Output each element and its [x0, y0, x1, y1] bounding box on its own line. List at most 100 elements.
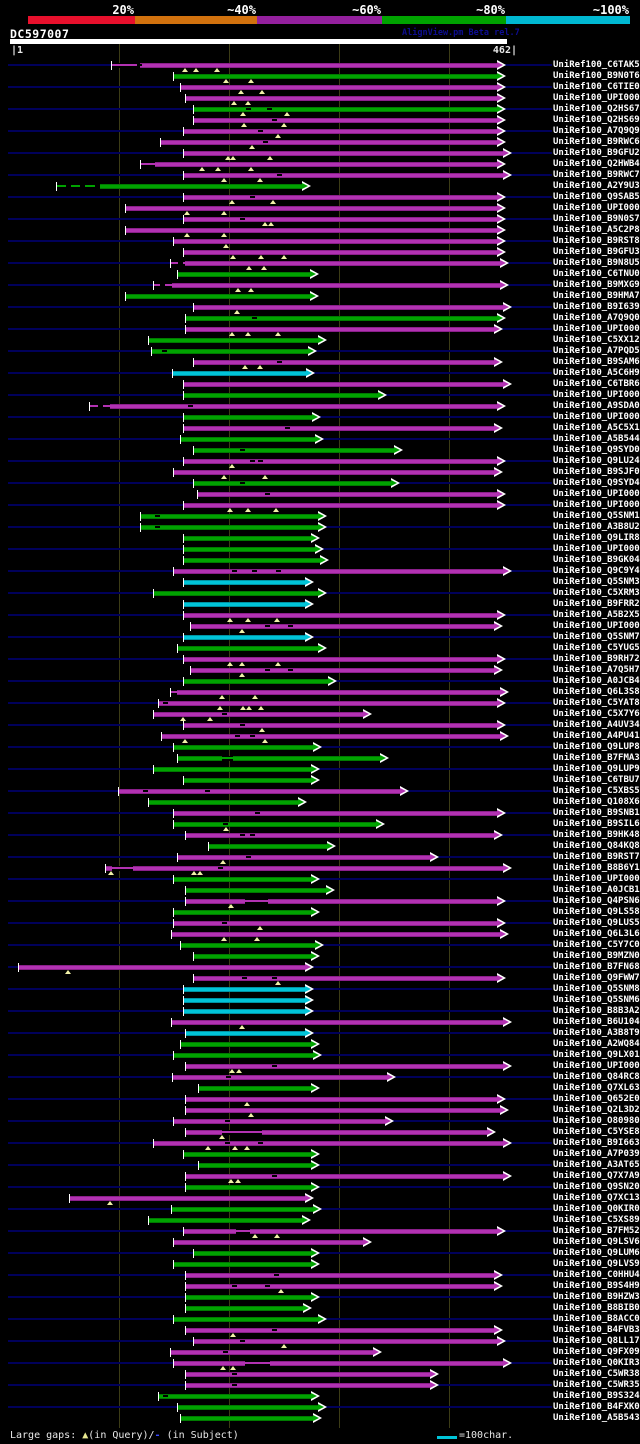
- hit-label[interactable]: UniRef100_Q0KIR3: [553, 1358, 640, 1368]
- hit-label[interactable]: UniRef100_Q9LUP8: [553, 742, 640, 752]
- hit-bar[interactable]: [174, 1361, 503, 1366]
- hit-bar[interactable]: [159, 1394, 311, 1399]
- hit-label[interactable]: UniRef100_B9RH72: [553, 654, 640, 664]
- hit-bar[interactable]: [152, 349, 308, 354]
- hit-label[interactable]: UniRef100_Q9SN20: [553, 1182, 640, 1192]
- hit-bar[interactable]: [174, 1262, 311, 1267]
- hit-bar[interactable]: [178, 646, 318, 651]
- hit-label[interactable]: UniRef100_Q9LX01: [553, 1050, 640, 1060]
- hit-bar[interactable]: [191, 668, 494, 673]
- hit-bar[interactable]: [154, 1141, 503, 1146]
- hit-label[interactable]: UniRef100_B6U104: [553, 1017, 640, 1027]
- hit-bar[interactable]: [184, 547, 315, 552]
- hit-label[interactable]: UniRef100_Q9LUS5: [553, 918, 640, 928]
- hit-bar[interactable]: [184, 657, 497, 662]
- hit-bar[interactable]: [186, 1185, 311, 1190]
- hit-bar[interactable]: [154, 767, 311, 772]
- hit-label[interactable]: UniRef100_C6TIE0: [553, 82, 640, 92]
- hit-bar[interactable]: [186, 1372, 430, 1377]
- hit-bar[interactable]: [191, 624, 494, 629]
- hit-label[interactable]: UniRef100_B9RWC6: [553, 137, 640, 147]
- hit-label[interactable]: UniRef100_C5YAT8: [553, 698, 640, 708]
- hit-bar[interactable]: [186, 1097, 497, 1102]
- hit-bar[interactable]: [184, 393, 378, 398]
- hit-bar[interactable]: [154, 712, 363, 717]
- hit-label[interactable]: UniRef100_Q9LUP9: [553, 764, 640, 774]
- hit-label[interactable]: UniRef100_C5WR38: [553, 1369, 640, 1379]
- hit-bar[interactable]: [141, 514, 318, 519]
- hit-label[interactable]: UniRef100_O80980: [553, 1116, 640, 1126]
- hit-bar[interactable]: [171, 1350, 373, 1355]
- hit-label[interactable]: UniRef100_Q9SYD0: [553, 445, 640, 455]
- hit-bar[interactable]: [174, 822, 376, 827]
- hit-label[interactable]: UniRef100_A5C5X1: [553, 423, 640, 433]
- hit-label[interactable]: UniRef100_B8ACC0: [553, 1314, 640, 1324]
- hit-bar[interactable]: [174, 569, 503, 574]
- hit-label[interactable]: UniRef100_C0HHU4: [553, 1270, 640, 1280]
- hit-bar[interactable]: [57, 184, 302, 189]
- hit-bar[interactable]: [162, 734, 500, 739]
- hit-label[interactable]: UniRef100_Q5SNM3: [553, 577, 640, 587]
- hit-bar[interactable]: [119, 789, 400, 794]
- hit-bar[interactable]: [186, 1108, 500, 1113]
- hit-bar[interactable]: [184, 987, 305, 992]
- hit-label[interactable]: UniRef100_B8B3A2: [553, 1006, 640, 1016]
- hit-label[interactable]: UniRef100_Q9SYD4: [553, 478, 640, 488]
- hit-bar[interactable]: [112, 63, 497, 68]
- hit-bar[interactable]: [141, 525, 318, 530]
- hit-bar[interactable]: [194, 976, 497, 981]
- hit-label[interactable]: UniRef100_Q7X7A9: [553, 1171, 640, 1181]
- hit-bar[interactable]: [172, 932, 500, 937]
- hit-label[interactable]: UniRef100_A7Q5H7: [553, 665, 640, 675]
- hit-bar[interactable]: [186, 888, 326, 893]
- hit-bar[interactable]: [194, 1251, 311, 1256]
- hit-label[interactable]: UniRef100_B9MXG9: [553, 280, 640, 290]
- hit-bar[interactable]: [186, 1174, 503, 1179]
- hit-label[interactable]: UniRef100_A0JCB4: [553, 676, 640, 686]
- hit-bar[interactable]: [209, 844, 327, 849]
- hit-bar[interactable]: [172, 1020, 503, 1025]
- hit-bar[interactable]: [173, 371, 306, 376]
- hit-label[interactable]: UniRef100_Q9C9Y4: [553, 566, 640, 576]
- hit-bar[interactable]: [186, 899, 497, 904]
- hit-bar[interactable]: [184, 536, 311, 541]
- hit-bar[interactable]: [173, 1075, 387, 1080]
- hit-label[interactable]: UniRef100_B9N0S7: [553, 214, 640, 224]
- hit-bar[interactable]: [159, 701, 497, 706]
- hit-label[interactable]: UniRef100_Q5SNM1: [553, 511, 640, 521]
- hit-label[interactable]: UniRef100_Q2HWB4: [553, 159, 640, 169]
- hit-label[interactable]: UniRef100_A4UV34: [553, 720, 640, 730]
- hit-label[interactable]: UniRef100_B9SJF0: [553, 467, 640, 477]
- hit-label[interactable]: UniRef100_A2Y9U3: [553, 181, 640, 191]
- hit-label[interactable]: UniRef100_Q9LU24: [553, 456, 640, 466]
- hit-bar[interactable]: [126, 228, 497, 233]
- hit-bar[interactable]: [184, 503, 497, 508]
- hit-bar[interactable]: [106, 866, 503, 871]
- hit-bar[interactable]: [174, 745, 313, 750]
- hit-bar[interactable]: [186, 1383, 430, 1388]
- hit-label[interactable]: UniRef100_C5XS89: [553, 1215, 640, 1225]
- hit-label[interactable]: UniRef100_C5YSE8: [553, 1127, 640, 1137]
- hit-label[interactable]: UniRef100_Q9LIR8: [553, 533, 640, 543]
- hit-label[interactable]: UniRef100_Q7XC13: [553, 1193, 640, 1203]
- hit-label[interactable]: UniRef100_UPI000..: [553, 203, 640, 213]
- hit-label[interactable]: UniRef100_B8BIB0: [553, 1303, 640, 1313]
- hit-label[interactable]: UniRef100_A5C6H9: [553, 368, 640, 378]
- hit-bar[interactable]: [184, 195, 497, 200]
- hit-bar[interactable]: [186, 1273, 494, 1278]
- hit-label[interactable]: UniRef100_Q2L3D2: [553, 1105, 640, 1115]
- hit-label[interactable]: UniRef100_A5B543: [553, 1413, 640, 1423]
- hit-label[interactable]: UniRef100_B9GFU3: [553, 247, 640, 257]
- hit-bar[interactable]: [19, 965, 305, 970]
- hit-bar[interactable]: [184, 723, 497, 728]
- hit-bar[interactable]: [184, 1152, 311, 1157]
- hit-label[interactable]: UniRef100_C5XRM3: [553, 588, 640, 598]
- hit-label[interactable]: UniRef100_C6TBR6: [553, 379, 640, 389]
- hit-bar[interactable]: [184, 173, 503, 178]
- hit-label[interactable]: UniRef100_UPI000..: [553, 390, 640, 400]
- hit-bar[interactable]: [126, 294, 310, 299]
- hit-bar[interactable]: [174, 1053, 313, 1058]
- hit-label[interactable]: UniRef100_UPI000..: [553, 412, 640, 422]
- hit-label[interactable]: UniRef100_UPI000..: [553, 489, 640, 499]
- hit-label[interactable]: UniRef100_UPI000..: [553, 874, 640, 884]
